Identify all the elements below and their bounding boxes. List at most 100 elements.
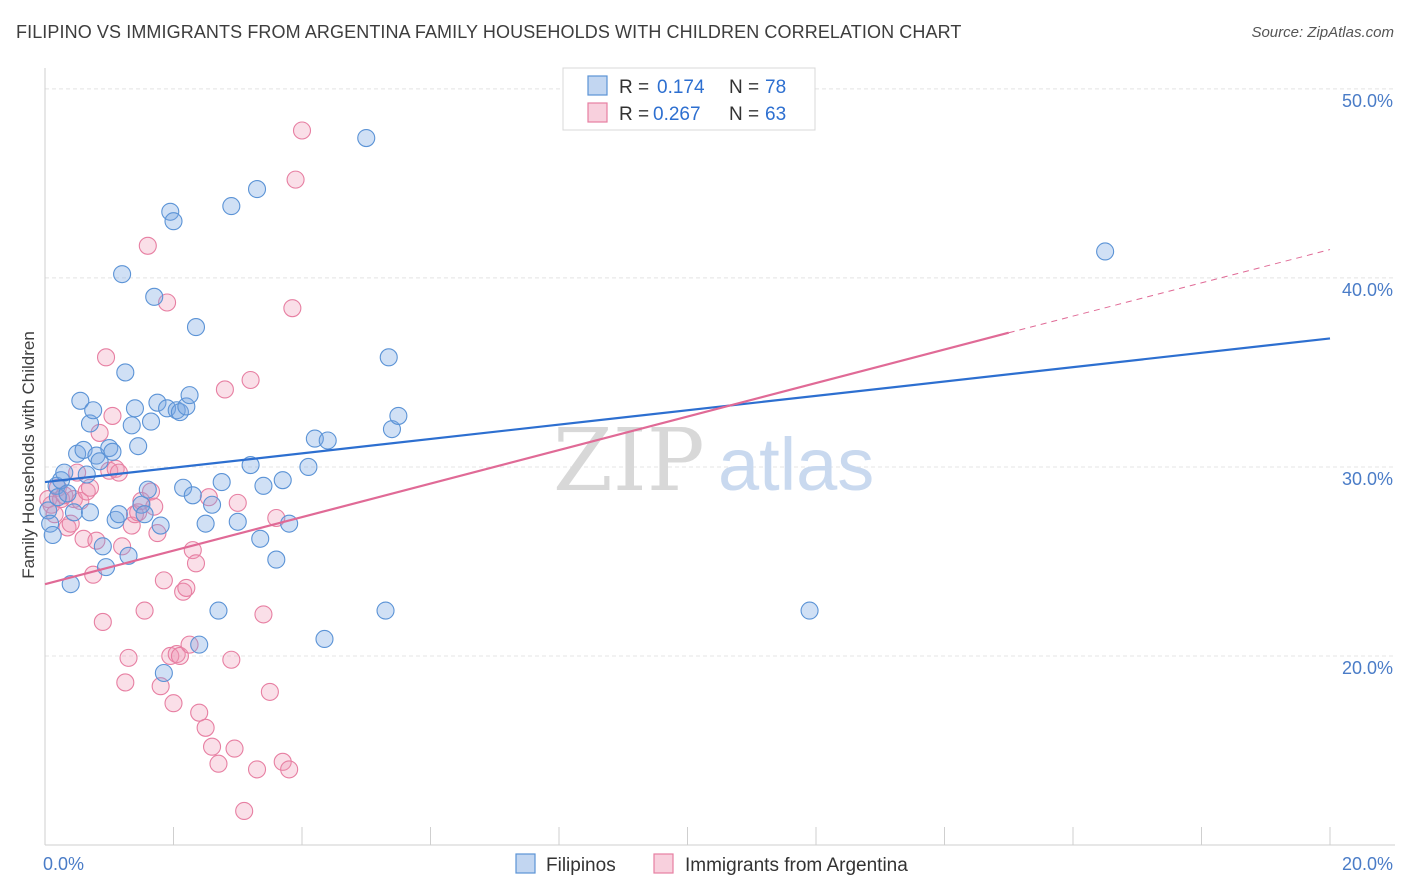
filipino-point <box>138 480 157 499</box>
y-axis-label: Family Households with Children <box>19 331 38 579</box>
argentina-point <box>215 380 234 399</box>
filipino-point <box>122 416 141 435</box>
argentina-point <box>113 537 132 556</box>
argentina-point <box>141 482 161 501</box>
filipino-point <box>48 488 67 507</box>
filipino-point <box>39 501 58 520</box>
stats-legend-box <box>562 67 816 131</box>
filipino-point <box>77 465 96 484</box>
argentina-point <box>209 754 228 773</box>
filipino-point <box>273 471 292 490</box>
filipino-point <box>132 495 151 514</box>
filipino-point <box>116 363 135 382</box>
argentina-point <box>55 486 74 505</box>
bottom-legend: Filipinos Immigrants from Argentina <box>515 853 908 876</box>
filipino-point <box>103 442 122 461</box>
argentina-point <box>260 682 279 701</box>
trend-lines <box>44 249 1331 586</box>
filipino-point <box>228 512 247 531</box>
filipino-point <box>113 265 132 284</box>
argentina-point <box>177 578 196 597</box>
filipino-point <box>800 601 819 620</box>
filipino-point <box>251 529 270 548</box>
argentina-point <box>203 737 222 756</box>
argentina-point <box>292 121 312 140</box>
filipino-point <box>254 476 273 495</box>
filipino-point <box>167 401 186 420</box>
argentina-point <box>196 718 215 737</box>
stats-n-label-1: N = <box>729 77 759 98</box>
argentina-point <box>286 170 305 189</box>
watermark-atlas: atlas <box>718 423 874 506</box>
filipino-point <box>196 514 215 533</box>
x-tick-label: 0.0% <box>43 854 84 874</box>
filipino-point <box>379 348 398 367</box>
argentina-point <box>190 703 209 722</box>
filipino-point <box>61 575 80 594</box>
argentina-point <box>61 514 80 533</box>
argentina-point <box>90 423 109 442</box>
source-label: Source: ZipAtlas.com <box>1251 24 1394 41</box>
filipino-point <box>280 514 299 533</box>
argentina-point <box>119 648 138 667</box>
argentina-point <box>154 571 173 590</box>
argentina-trend-line <box>44 331 1010 586</box>
filipino-trend-line <box>44 337 1331 484</box>
tick-labels: 20.0% 30.0% 40.0% 50.0% 0.0% 20.0% <box>43 91 1393 874</box>
argentina-point <box>247 760 267 779</box>
filipino-point <box>125 399 144 418</box>
stats-swatch-argentina <box>587 102 608 123</box>
filipino-point <box>183 486 202 505</box>
argentina-point <box>186 554 206 573</box>
argentina-point <box>235 801 254 821</box>
filipino-point <box>315 629 334 649</box>
filipino-point <box>267 550 286 569</box>
argentina-point <box>161 646 180 666</box>
argentina-point <box>283 299 302 318</box>
filipino-point <box>389 406 408 425</box>
argentina-trend-extension <box>1008 249 1331 334</box>
filipino-point <box>119 546 138 565</box>
argentina-point <box>138 236 157 255</box>
argentina-point <box>280 760 299 779</box>
filipino-point <box>203 495 222 514</box>
filipino-point <box>212 473 231 492</box>
filipino-point <box>129 437 148 456</box>
y-tick-label: 50.0% <box>1342 91 1393 111</box>
argentina-point <box>116 673 135 692</box>
argentina-point <box>96 348 116 367</box>
stats-r-label-1: R = <box>619 77 649 98</box>
filipino-point <box>318 431 337 450</box>
filipino-point <box>64 503 83 522</box>
argentina-point <box>103 406 122 425</box>
filipino-point <box>141 412 161 431</box>
filipino-point <box>190 635 209 654</box>
filipino-point <box>58 484 77 503</box>
stats-legend: R = 0.174 N = 78 R = 0.267 N = 63 <box>562 67 816 131</box>
argentina-point <box>254 605 273 624</box>
filipino-point <box>247 180 267 199</box>
y-tick-label: 40.0% <box>1342 280 1393 300</box>
filipino-point <box>41 514 60 533</box>
filipino-point <box>222 197 241 216</box>
filipino-point <box>90 452 109 471</box>
stats-r-value-1: 0.174 <box>657 77 705 98</box>
filipino-point <box>186 318 206 337</box>
argentina-point <box>42 495 61 514</box>
stats-n-value-2: 63 <box>765 104 786 125</box>
filipino-point <box>148 393 167 412</box>
y-tick-label: 20.0% <box>1342 658 1393 678</box>
filipino-point <box>71 391 90 410</box>
legend-label-filipinos: Filipinos <box>546 855 616 876</box>
filipino-point <box>106 510 125 529</box>
x-tick-label: 20.0% <box>1342 854 1393 874</box>
filipino-point <box>161 202 180 221</box>
stats-n-value-1: 78 <box>765 77 786 98</box>
filipino-point <box>43 525 62 545</box>
filipino-point <box>109 505 128 524</box>
argentina-point <box>241 370 260 390</box>
data-points <box>39 121 1115 821</box>
filipino-point <box>241 456 260 475</box>
argentina-point <box>228 493 247 512</box>
